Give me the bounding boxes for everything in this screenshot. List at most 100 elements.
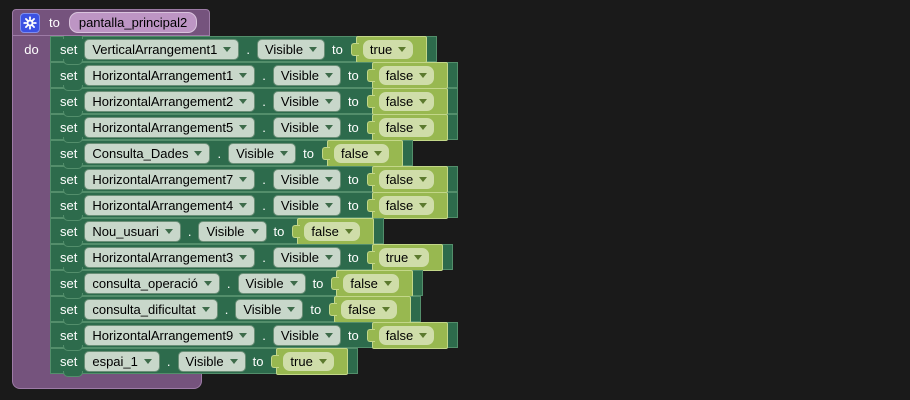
logic-value-dropdown[interactable]: false	[377, 194, 436, 216]
set-visible-block[interactable]: set consulta_dificultat . Visible to fal…	[50, 295, 421, 325]
component-dropdown[interactable]: VerticalArrangement1	[84, 38, 240, 60]
logic-value: false	[385, 327, 414, 343]
logic-value-block[interactable]: false	[366, 87, 449, 115]
set-visible-block[interactable]: set HorizontalArrangement9 . Visible to …	[50, 321, 459, 351]
dot-separator: .	[226, 275, 231, 291]
chevron-down-icon	[203, 280, 212, 286]
logic-value-block[interactable]: true	[366, 243, 444, 271]
property-dropdown[interactable]: Visible	[235, 298, 304, 320]
logic-value: true	[369, 41, 393, 57]
property-dropdown[interactable]: Visible	[198, 220, 267, 242]
dot-separator: .	[224, 301, 229, 317]
logic-value-block[interactable]: true	[271, 347, 348, 375]
component-dropdown[interactable]: Nou_usuari	[84, 220, 181, 242]
statement-stack: set VerticalArrangement1 . Visible to tr…	[50, 32, 459, 377]
logic-value-dropdown[interactable]: true	[282, 350, 335, 372]
component-dropdown[interactable]: HorizontalArrangement2	[84, 90, 256, 112]
logic-value-dropdown[interactable]: false	[377, 324, 436, 346]
set-visible-block[interactable]: set consulta_operació . Visible to false	[50, 269, 423, 299]
chevron-down-icon	[324, 332, 333, 338]
procedure-block[interactable]: to pantalla_principal2 do set VerticalAr…	[12, 9, 459, 389]
logic-value-block[interactable]: false	[331, 269, 413, 297]
dot-separator: .	[262, 197, 266, 213]
property-dropdown[interactable]: Visible	[272, 246, 341, 268]
property-dropdown[interactable]: Visible	[177, 350, 246, 372]
logic-value-block[interactable]: false	[366, 61, 449, 89]
logic-value-dropdown[interactable]: true	[377, 246, 431, 268]
logic-value: false	[350, 275, 378, 291]
logic-value-dropdown[interactable]: false	[340, 298, 398, 320]
property-dropdown[interactable]: Visible	[272, 116, 341, 138]
logic-value-block[interactable]: false	[292, 217, 374, 245]
property-dropdown[interactable]: Visible	[272, 324, 341, 346]
logic-value-dropdown[interactable]: false	[333, 142, 391, 164]
component-name: Consulta_Dades	[92, 145, 189, 161]
dot-separator: .	[166, 353, 171, 369]
component-name: VerticalArrangement1	[92, 41, 218, 57]
chevron-down-icon	[239, 98, 248, 104]
component-dropdown[interactable]: espai_1	[84, 350, 160, 372]
component-dropdown[interactable]: Consulta_Dades	[84, 142, 211, 164]
property-dropdown[interactable]: Visible	[256, 38, 326, 60]
set-visible-block[interactable]: set VerticalArrangement1 . Visible to tr…	[50, 32, 438, 65]
component-dropdown[interactable]: HorizontalArrangement5	[84, 116, 256, 138]
set-visible-block[interactable]: set Consulta_Dades . Visible to false	[50, 139, 414, 169]
component-dropdown[interactable]: HorizontalArrangement1	[84, 64, 256, 86]
dot-separator: .	[246, 41, 250, 57]
to-keyword: to	[347, 93, 359, 109]
component-dropdown[interactable]: HorizontalArrangement3	[84, 246, 256, 268]
logic-value-block[interactable]: true	[350, 35, 428, 63]
component-dropdown[interactable]: HorizontalArrangement4	[84, 194, 256, 216]
component-dropdown[interactable]: consulta_dificultat	[84, 298, 218, 320]
chevron-down-icon	[324, 176, 333, 182]
property-dropdown[interactable]: Visible	[272, 168, 341, 190]
chevron-down-icon	[280, 150, 289, 156]
logic-value-block[interactable]: false	[366, 321, 449, 349]
set-visible-block[interactable]: set HorizontalArrangement2 . Visible to …	[50, 87, 459, 117]
logic-value: false	[385, 119, 414, 135]
set-visible-block[interactable]: set HorizontalArrangement4 . Visible to …	[50, 191, 459, 221]
chevron-down-icon	[229, 358, 238, 364]
chevron-down-icon	[419, 124, 428, 130]
property-name: Visible	[236, 145, 275, 161]
logic-value-block[interactable]: false	[366, 165, 449, 193]
to-keyword: to	[347, 197, 359, 213]
logic-value-block[interactable]: false	[321, 139, 404, 167]
procedure-name-field[interactable]: pantalla_principal2	[68, 12, 198, 33]
property-dropdown[interactable]: Visible	[272, 90, 341, 112]
logic-value-dropdown[interactable]: false	[377, 168, 436, 190]
logic-value-dropdown[interactable]: false	[377, 90, 436, 112]
set-visible-block[interactable]: set espai_1 . Visible to true	[50, 347, 358, 377]
logic-value: false	[348, 301, 376, 317]
set-visible-block[interactable]: set Nou_usuari . Visible to false	[50, 217, 384, 247]
logic-value-block[interactable]: false	[366, 191, 449, 219]
dot-separator: .	[262, 249, 266, 265]
logic-value-block[interactable]: false	[366, 113, 449, 141]
logic-value-dropdown[interactable]: false	[377, 116, 436, 138]
property-dropdown[interactable]: Visible	[228, 142, 297, 164]
chevron-down-icon	[239, 72, 248, 78]
logic-value-dropdown[interactable]: false	[342, 272, 400, 294]
set-visible-block[interactable]: set HorizontalArrangement3 . Visible to …	[50, 243, 454, 273]
set-visible-block[interactable]: set HorizontalArrangement7 . Visible to …	[50, 165, 459, 195]
procedure-header[interactable]: to pantalla_principal2	[12, 9, 211, 36]
component-dropdown[interactable]: consulta_operació	[84, 272, 220, 294]
set-visible-block[interactable]: set HorizontalArrangement5 . Visible to …	[50, 113, 459, 143]
logic-value-dropdown[interactable]: false	[377, 64, 436, 86]
logic-value-dropdown[interactable]: false	[303, 220, 361, 242]
property-name: Visible	[280, 197, 319, 213]
component-dropdown[interactable]: HorizontalArrangement7	[84, 168, 256, 190]
property-dropdown[interactable]: Visible	[237, 272, 306, 294]
logic-value-dropdown[interactable]: true	[361, 38, 415, 60]
component-name: HorizontalArrangement9	[92, 327, 234, 343]
gear-icon[interactable]	[20, 12, 40, 33]
chevron-down-icon	[374, 150, 383, 156]
set-visible-block[interactable]: set HorizontalArrangement1 . Visible to …	[50, 61, 459, 91]
property-dropdown[interactable]: Visible	[272, 64, 341, 86]
set-keyword: set	[60, 301, 78, 317]
component-name: espai_1	[92, 353, 138, 369]
component-dropdown[interactable]: HorizontalArrangement9	[84, 324, 256, 346]
logic-value-block[interactable]: false	[329, 295, 411, 323]
property-dropdown[interactable]: Visible	[272, 194, 341, 216]
chevron-down-icon	[398, 46, 407, 52]
